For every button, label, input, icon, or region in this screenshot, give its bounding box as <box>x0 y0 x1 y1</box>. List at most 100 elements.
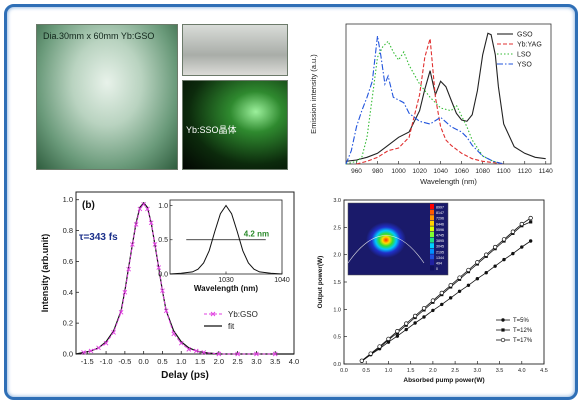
crystal-photo-label: Dia.30mm x 60mm Yb:GSO <box>43 31 155 41</box>
data-point <box>466 267 471 273</box>
x-tick-label: 4.0 <box>518 368 526 374</box>
data-point <box>163 308 169 314</box>
legend-label: fit <box>228 322 235 331</box>
x-tick-label: 1.5 <box>195 357 205 366</box>
legend-marker <box>500 337 506 343</box>
legend-marker <box>501 328 505 332</box>
colorbar-tick-label: 6446 <box>436 222 444 226</box>
x-axis-label: Delay (ps) <box>161 370 209 381</box>
data-point <box>81 350 86 355</box>
data-point <box>377 344 382 349</box>
x-axis-label: Wavelength (nm) <box>420 177 477 186</box>
colorbar-tick-label: 0 <box>436 267 438 271</box>
colorbar-cell <box>430 209 434 215</box>
colorbar-tick-label: 3895 <box>436 239 444 243</box>
x-tick-label: 4.0 <box>289 357 299 366</box>
colorbar-tick-label: 5596 <box>436 228 444 232</box>
emission-spectrum-chart: 960 980 1000 1020 1040 1060 1080 1100 1120 1140 Wa… <box>309 23 553 186</box>
colorbar-cell <box>430 226 434 232</box>
data-point <box>520 245 524 249</box>
colorbar-tick-label: 8147 <box>436 211 444 215</box>
x-tick-label: -1.0 <box>100 357 113 366</box>
x-tick-label: 3.0 <box>251 357 261 366</box>
data-point <box>386 336 391 342</box>
y-tick-label: 0.0 <box>333 362 341 368</box>
x-tick-label: 0.5 <box>362 368 370 374</box>
data-point <box>502 257 506 262</box>
beam-profile-curve <box>347 235 425 264</box>
colorbar-cell <box>430 248 434 254</box>
data-point <box>439 290 444 296</box>
inset-spectrum-line <box>169 204 283 275</box>
data-point <box>272 351 278 357</box>
x-tick-label: 1120 <box>518 168 532 175</box>
y-tick-label: 0.0 <box>63 350 73 359</box>
y-tick-label: 1.0 <box>63 195 73 204</box>
data-point <box>141 202 146 207</box>
inset-y-tick-label: 1.0 <box>158 203 168 210</box>
series-line-yso <box>345 35 504 165</box>
x-tick-label: -1.5 <box>81 357 94 366</box>
colorbar-tick-label: 2195 <box>436 250 444 254</box>
colorbar-tick-label: 7296 <box>436 217 444 221</box>
data-point <box>413 321 417 325</box>
x-tick-label: 1.0 <box>385 368 393 374</box>
data-point <box>395 334 400 338</box>
data-point <box>186 347 192 352</box>
x-tick-label: 1080 <box>475 168 490 175</box>
data-point <box>484 271 488 275</box>
data-point <box>493 264 497 268</box>
data-point <box>193 348 199 354</box>
inset-fwhm-annotation: 4.2 nm <box>244 230 269 239</box>
glow-photo-label: Yb:SSO晶体 <box>186 125 237 135</box>
x-tick-label: 0.5 <box>157 357 167 366</box>
output-power-chart: 0.0 0.5 1.0 1.5 2.0 2.5 3.0 3.5 4.0 4.5 0.0 0.5 1.0 1… <box>317 198 548 384</box>
crystal-photo: Dia.30mm x 60mm Yb:GSO <box>36 24 178 170</box>
data-point <box>148 220 154 226</box>
data-point <box>201 350 207 355</box>
data-point <box>216 351 222 357</box>
colorbar-tick-label: 4745 <box>436 234 444 238</box>
x-axis-label: Absorbed pump power(W) <box>403 377 484 384</box>
data-point <box>475 277 480 281</box>
colorbar-cell <box>430 265 434 271</box>
colorbar-cell <box>430 215 434 221</box>
inset-x-axis-label: Wavelength (nm) <box>194 284 258 293</box>
data-point <box>122 289 128 295</box>
y-tick-label: 0.5 <box>333 335 341 341</box>
legend-label: T=12% <box>513 328 533 334</box>
data-point <box>528 215 533 221</box>
series-line-yb-yag <box>356 38 504 165</box>
data-point <box>510 229 516 234</box>
x-tick-label: 2.0 <box>429 368 437 374</box>
beam-spot <box>366 222 406 258</box>
data-point <box>448 283 453 288</box>
y-tick-label: 3.0 <box>333 198 341 204</box>
data-point <box>171 331 177 337</box>
data-point <box>492 244 498 250</box>
series-line-lso <box>345 40 504 165</box>
x-tick-label: 0.0 <box>138 357 148 366</box>
data-point <box>431 308 435 313</box>
colorbar-tick-label: 3045 <box>436 245 444 249</box>
legend-label: LSO <box>517 52 532 59</box>
data-point <box>404 327 408 332</box>
colorbar-cell <box>430 254 434 260</box>
data-point <box>457 275 462 280</box>
data-point <box>111 330 116 335</box>
data-point <box>156 265 162 270</box>
data-point <box>368 351 373 356</box>
x-tick-label: 1100 <box>497 168 511 175</box>
data-point <box>422 315 426 319</box>
data-point <box>88 348 94 354</box>
data-point <box>126 266 131 272</box>
x-tick-label: 1060 <box>454 168 469 175</box>
series-line-gso <box>345 32 546 162</box>
x-tick-label: 1040 <box>433 168 448 175</box>
data-point <box>440 302 444 307</box>
legend-label: T=17% <box>513 338 533 344</box>
x-tick-label: 960 <box>351 168 362 175</box>
data-point <box>137 206 143 212</box>
colorbar-tick-label: 494 <box>436 262 442 266</box>
y-axis-label: Intensity (arb.unit) <box>40 234 50 313</box>
